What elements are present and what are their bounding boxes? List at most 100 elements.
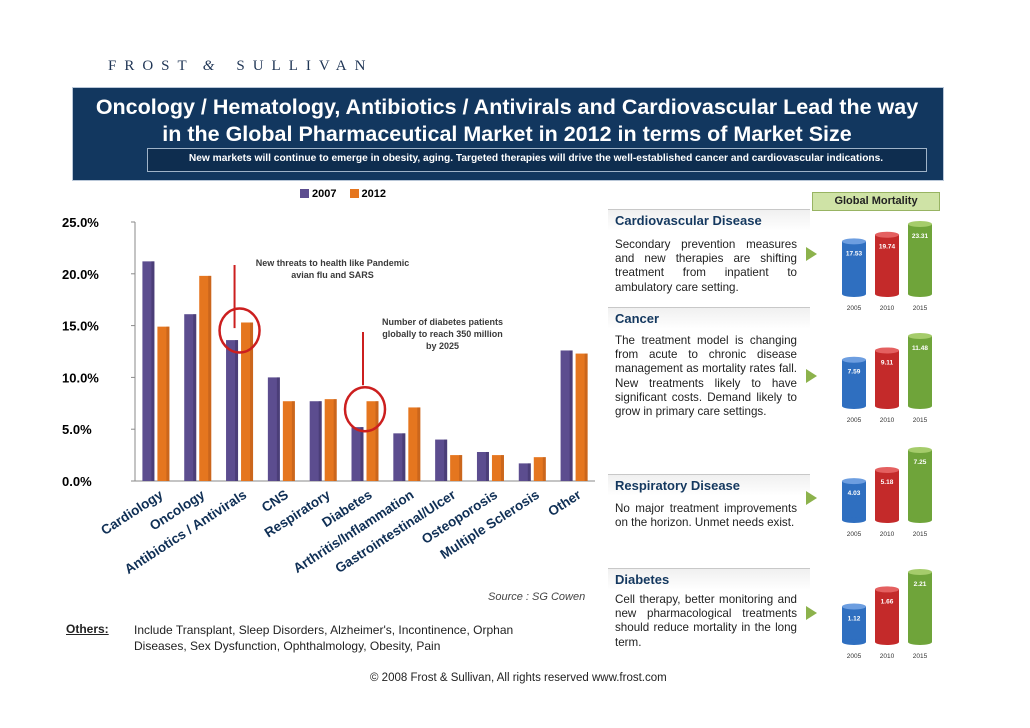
bar-shade xyxy=(485,451,489,481)
y-tick-label: 0.0% xyxy=(62,474,92,489)
bar-2012 xyxy=(241,322,254,481)
y-tick-label: 5.0% xyxy=(62,422,92,437)
mortality-bar-body xyxy=(875,234,899,294)
bar-shade xyxy=(151,261,155,481)
arrow-icon xyxy=(806,247,817,261)
mortality-bar-body xyxy=(908,572,932,642)
legend-item-2012: 2012 xyxy=(349,188,387,200)
logo-frost: FROST xyxy=(108,58,195,74)
mortality-bar-body xyxy=(908,450,932,520)
bar-2012 xyxy=(533,457,546,481)
mortality-bar-body xyxy=(875,589,899,642)
annotation-diabetes-line-1: Number of diabetes patients xyxy=(381,317,504,327)
mortality-bar xyxy=(875,231,899,297)
bar-2012 xyxy=(450,455,463,481)
mortality-bar-body xyxy=(842,481,866,520)
mini-chart-cancer: 7.59 2005 9.11 2010 11.48 2015 xyxy=(842,333,932,424)
section-text-respiratory: No major treatment improvements on the h… xyxy=(615,502,797,530)
y-tick-label: 25.0% xyxy=(62,215,99,230)
subtitle: New markets will continue to emerge in o… xyxy=(188,153,884,164)
mortality-bar-base xyxy=(875,639,899,645)
mortality-bar-body xyxy=(842,606,866,642)
mortality-bar-base xyxy=(908,639,932,645)
bar-2012 xyxy=(408,407,421,481)
arrow-icon xyxy=(806,606,817,620)
legend-swatch-2007 xyxy=(300,189,309,198)
bar-shade xyxy=(318,401,322,481)
mini-chart-cardiovascular: 17.53 2005 19.74 2010 23.31 2015 xyxy=(842,221,932,312)
bar-face xyxy=(518,463,531,481)
frost-sullivan-logo: FROST & SULLIVAN xyxy=(108,58,373,75)
bar-2007 xyxy=(267,377,280,481)
mortality-value-label: 1.66 xyxy=(881,598,894,605)
mortality-bar-body xyxy=(908,224,932,294)
mortality-bar-top xyxy=(908,447,932,453)
mortality-bar-top xyxy=(875,586,899,593)
bar-shade xyxy=(193,314,197,481)
mortality-bar xyxy=(842,603,866,645)
annotation-diabetes-line-2: globally to reach 350 million xyxy=(382,329,503,339)
bar-2007 xyxy=(142,261,155,481)
mortality-value-label: 4.03 xyxy=(848,490,861,497)
mortality-bar xyxy=(908,333,932,409)
highlight-circle xyxy=(343,385,387,433)
mortality-value-label: 11.48 xyxy=(912,345,928,352)
mortality-value-label: 17.53 xyxy=(846,250,863,257)
section-title-diabetes: Diabetes xyxy=(608,568,810,590)
mini-chart-respiratory: 4.03 2005 5.18 2010 7.25 2015 xyxy=(842,447,932,538)
y-tick-label: 15.0% xyxy=(62,319,99,334)
mortality-bar xyxy=(842,478,866,523)
chart-legend: 2007 2012 xyxy=(300,188,396,200)
subtitle-banner xyxy=(147,148,927,172)
bar-shade xyxy=(402,433,406,481)
bar-2012 xyxy=(282,401,295,481)
bar-2012 xyxy=(324,399,337,481)
section-text-cardiovascular: Secondary prevention measures and new th… xyxy=(615,238,797,294)
mortality-bar xyxy=(875,347,899,409)
bar-shade xyxy=(542,457,546,481)
mortality-value-label: 7.25 xyxy=(914,459,927,466)
others-label: Others: xyxy=(66,622,109,636)
bar-shade xyxy=(527,463,531,481)
mortality-bar xyxy=(842,238,866,297)
mortality-value-label: 2.21 xyxy=(914,581,927,588)
legend-label-2012: 2012 xyxy=(361,188,387,200)
mortality-bar-base xyxy=(875,517,899,523)
bar-2007 xyxy=(184,314,197,481)
mortality-value-label: 7.59 xyxy=(848,369,861,376)
copyright-footer: © 2008 Frost & Sullivan, All rights rese… xyxy=(370,672,667,684)
mortality-year-label: 2010 xyxy=(880,653,895,660)
bar-shade xyxy=(208,275,212,481)
bar-face xyxy=(533,457,546,481)
legend-label-2007: 2007 xyxy=(312,188,337,200)
bar-2012 xyxy=(366,401,379,481)
logo-sullivan: SULLIVAN xyxy=(236,58,374,74)
market-share-bar-chart: 0.0%5.0%10.0%15.0%20.0%25.0%CardiologyOn… xyxy=(62,215,595,577)
global-mortality-badge: Global Mortality xyxy=(812,192,940,211)
mortality-bar-body xyxy=(908,336,932,406)
bar-shade xyxy=(360,427,364,481)
bar-shade xyxy=(444,439,448,481)
mortality-bar-body xyxy=(842,241,866,294)
mortality-bar-base xyxy=(842,291,866,297)
annotation-diabetes-line-3: by 2025 xyxy=(425,341,460,351)
chart-source: Source : SG Cowen xyxy=(488,591,586,603)
y-tick-label: 10.0% xyxy=(62,370,99,385)
mortality-bar-base xyxy=(908,403,932,409)
bar-2012 xyxy=(491,455,504,481)
mortality-bar xyxy=(875,586,899,645)
mortality-bar xyxy=(908,221,932,297)
mortality-year-label: 2010 xyxy=(880,417,895,424)
mortality-value-label: 9.11 xyxy=(881,359,894,366)
bar-2012 xyxy=(199,275,212,481)
bar-shade xyxy=(291,401,295,481)
mortality-bar-top xyxy=(908,569,932,575)
mortality-bar-body xyxy=(875,350,899,406)
mortality-bar-top xyxy=(842,356,866,363)
arrow-icon xyxy=(806,491,817,505)
bar-shade xyxy=(569,350,573,481)
mortality-year-label: 2010 xyxy=(880,531,895,538)
section-title-respiratory: Respiratory Disease xyxy=(608,474,810,496)
mortality-bar-top xyxy=(875,466,899,473)
mortality-bar xyxy=(908,447,932,523)
